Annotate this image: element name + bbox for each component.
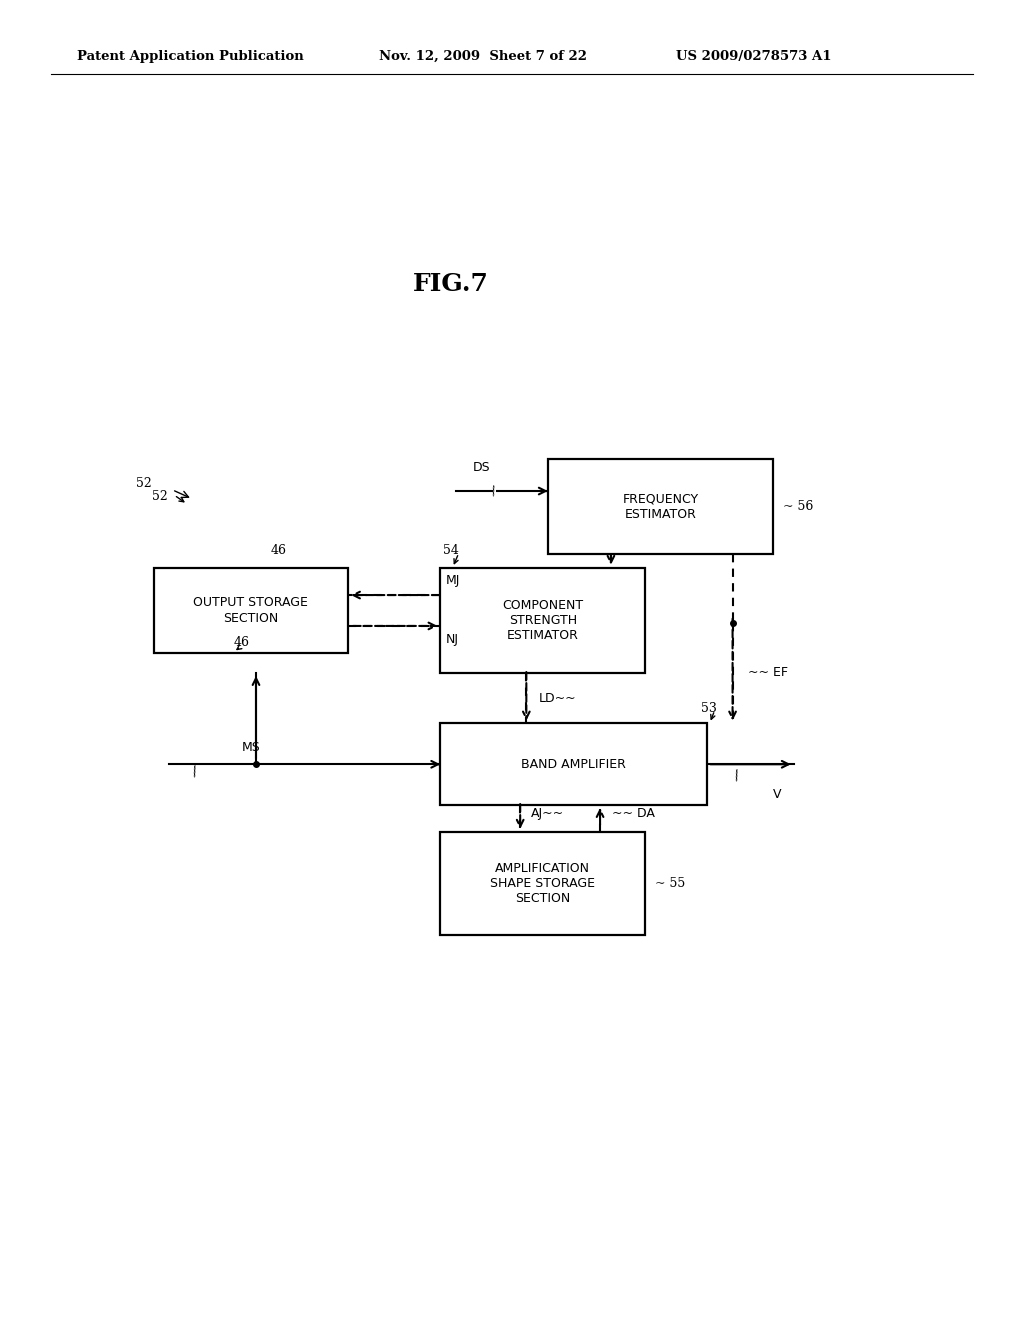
- Text: FIG.7: FIG.7: [413, 272, 488, 296]
- Text: MJ: MJ: [445, 574, 460, 587]
- Text: Patent Application Publication: Patent Application Publication: [77, 50, 303, 63]
- Text: 54: 54: [443, 544, 460, 557]
- Text: /: /: [489, 484, 498, 498]
- Text: MS: MS: [242, 741, 260, 754]
- Text: 52: 52: [136, 477, 152, 490]
- Text: COMPONENT
STRENGTH
ESTIMATOR: COMPONENT STRENGTH ESTIMATOR: [502, 599, 584, 642]
- Bar: [440, 832, 645, 935]
- Text: 46: 46: [233, 636, 250, 649]
- Text: BAND AMPLIFIER: BAND AMPLIFIER: [521, 758, 626, 771]
- Bar: [154, 568, 348, 653]
- Text: 46: 46: [270, 544, 287, 557]
- Text: OUTPUT STORAGE
SECTION: OUTPUT STORAGE SECTION: [194, 597, 308, 624]
- Text: AMPLIFICATION
SHAPE STORAGE
SECTION: AMPLIFICATION SHAPE STORAGE SECTION: [490, 862, 595, 904]
- Text: Nov. 12, 2009  Sheet 7 of 22: Nov. 12, 2009 Sheet 7 of 22: [379, 50, 587, 63]
- Text: DS: DS: [472, 461, 490, 474]
- Text: /: /: [733, 767, 741, 783]
- Text: ~~ DA: ~~ DA: [612, 807, 655, 820]
- Text: ~ 55: ~ 55: [655, 876, 686, 890]
- Text: 53: 53: [701, 702, 718, 715]
- Text: ~~ EF: ~~ EF: [748, 667, 787, 680]
- Text: US 2009/0278573 A1: US 2009/0278573 A1: [676, 50, 831, 63]
- Text: V: V: [773, 788, 781, 801]
- Text: NJ: NJ: [445, 632, 459, 645]
- Text: AJ~~: AJ~~: [530, 807, 563, 820]
- Text: 52: 52: [152, 490, 167, 503]
- Text: ~ 56: ~ 56: [783, 500, 814, 513]
- Bar: [440, 568, 645, 673]
- Bar: [548, 459, 773, 554]
- Text: LD~~: LD~~: [539, 692, 577, 705]
- Text: /: /: [190, 763, 199, 779]
- Text: FREQUENCY
ESTIMATOR: FREQUENCY ESTIMATOR: [623, 492, 698, 521]
- Bar: [440, 723, 707, 805]
